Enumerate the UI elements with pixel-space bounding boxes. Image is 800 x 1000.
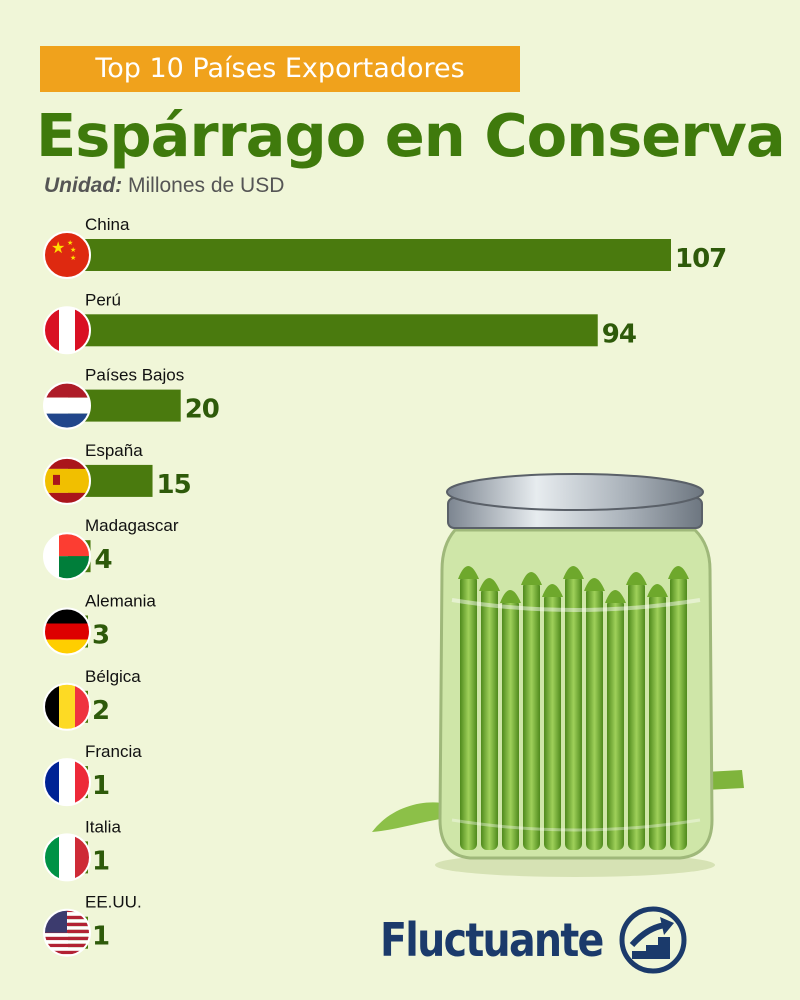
svg-text:★: ★ — [70, 246, 76, 254]
category-label: Italia — [85, 817, 121, 836]
bar-value-label: 107 — [675, 244, 726, 274]
category-label: Países Bajos — [85, 366, 184, 385]
china-flag-icon: ★ ★★★ — [44, 232, 90, 278]
bar-value-label: 1 — [92, 771, 109, 801]
category-label: Alemania — [85, 592, 156, 611]
chart-subtitle: Top 10 Países Exportadores — [40, 46, 520, 92]
asparagus-jar-illustration — [372, 473, 744, 877]
bar-value-label: 3 — [92, 621, 109, 651]
unit-value: Millones de USD — [128, 174, 285, 197]
bar-value-label: 20 — [185, 395, 219, 425]
category-label: Madagascar — [85, 516, 179, 535]
brand-name: Fluctuante — [380, 913, 604, 967]
category-label: Perú — [85, 290, 121, 309]
category-label: EE.UU. — [85, 893, 142, 912]
bar — [68, 314, 598, 347]
svg-text:★: ★ — [67, 239, 73, 247]
bar-row: Francia 1 — [43, 742, 142, 807]
unit-caption: Unidad: Millones de USD — [44, 174, 284, 198]
brand-logo: Fluctuante — [380, 905, 687, 975]
svg-text:★: ★ — [70, 254, 76, 262]
category-label: Francia — [85, 742, 142, 761]
bar — [68, 239, 671, 271]
bar-value-label: 1 — [92, 922, 109, 952]
bar-value-label: 94 — [602, 319, 636, 349]
trend-up-arrow-icon — [619, 906, 687, 974]
bar-row: EE.UU. 1 — [43, 893, 142, 957]
bar-value-label: 4 — [95, 545, 112, 575]
bar-row: Bélgica 2 — [43, 667, 141, 731]
bar-row: Madagascar 4 — [43, 516, 179, 581]
svg-text:★: ★ — [51, 240, 65, 257]
bar-row: Alemania 3 — [43, 592, 156, 656]
bar-row: España 15 — [43, 441, 192, 505]
unit-label: Unidad: — [44, 174, 123, 197]
bar-value-label: 1 — [92, 846, 109, 876]
bar-row: Perú 94 — [43, 290, 637, 355]
bar-value-label: 15 — [157, 470, 191, 500]
bar-row: Italia 1 — [43, 817, 121, 882]
category-label: Bélgica — [85, 667, 141, 686]
chart-title: Espárrago en Conserva — [36, 101, 786, 170]
category-label: China — [85, 215, 130, 234]
spain-flag-icon — [44, 457, 90, 504]
bar-value-label: 2 — [92, 696, 109, 726]
category-label: España — [85, 441, 143, 460]
